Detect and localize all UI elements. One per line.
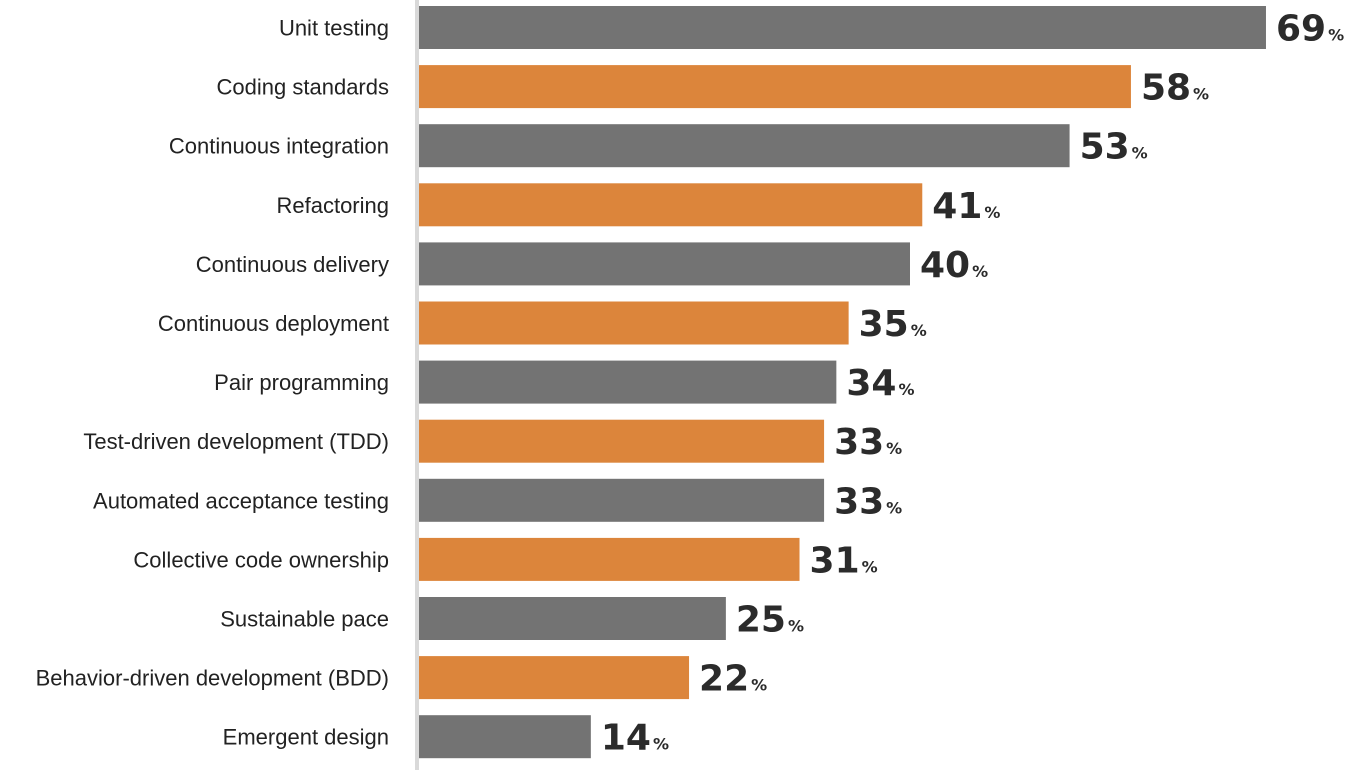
category-label: Automated acceptance testing [93,488,389,513]
category-label: Sustainable pace [220,607,389,632]
category-label: Coding standards [217,75,389,100]
bar [419,597,726,640]
bar [419,124,1070,168]
value-label: 34% [846,363,914,404]
category-label: Test-driven development (TDD) [83,429,389,454]
category-label: Pair programming [214,370,389,395]
bar [419,65,1131,109]
bar [419,360,837,404]
bars-group [419,6,1266,759]
category-label: Continuous integration [169,134,389,159]
value-labels-group: 69 % 58 % 53 % 41 % 40 % 35 % 34 % 33 % 33 % 31 %25 % 22 % 14% [601,9,1344,759]
value-label: 33% [834,422,902,463]
bar [419,242,910,286]
bar [419,183,923,227]
bar [419,478,825,522]
value-label: 31% [810,540,878,581]
value-label: 53% [1080,127,1148,168]
bar [419,6,1266,49]
category-label: Emergent design [223,725,389,750]
value-label: 22% [699,659,767,700]
category-label: Collective code ownership [133,547,389,572]
category-label: Behavior-driven development (BDD) [36,666,389,691]
value-label: 69% [1276,9,1344,50]
bar [419,537,800,581]
value-label: 33% [834,481,902,522]
category-label: Refactoring [276,193,389,218]
value-label: 58% [1141,68,1209,109]
bar [419,656,690,700]
category-label: Unit testing [279,16,389,41]
value-label: 25% [736,600,804,641]
bar [419,715,591,759]
value-label: 41% [932,186,1000,227]
category-label: Continuous delivery [196,252,389,277]
value-label: 40% [920,245,988,286]
bar [419,301,849,345]
value-label: 35% [859,304,927,345]
bar [419,419,825,463]
category-label: Continuous deployment [158,311,389,336]
value-label: 14% [601,718,669,759]
category-labels-group: Unit testing Coding standards Continuous i… [36,16,389,750]
